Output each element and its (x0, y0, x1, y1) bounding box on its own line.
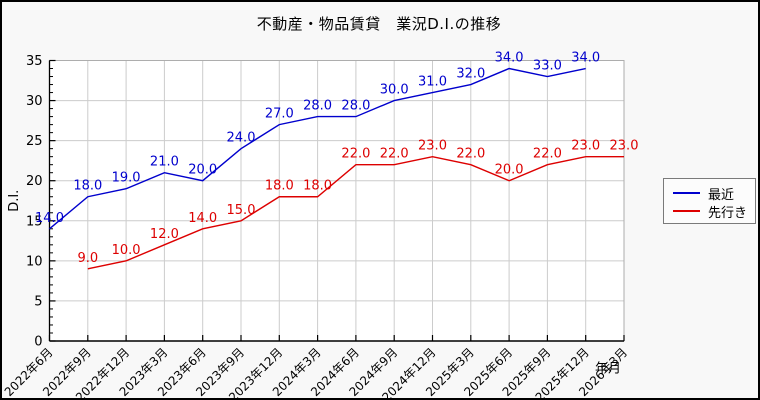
y-tick-label: 30 (26, 94, 43, 109)
data-point-label: 18.0 (265, 179, 294, 194)
data-point-label: 14.0 (188, 211, 217, 226)
plot-background (49, 60, 624, 341)
data-point-label: 22.0 (341, 147, 370, 162)
data-point-label: 32.0 (456, 67, 485, 82)
data-point-label: 18.0 (303, 179, 332, 194)
data-point-label: 23.0 (610, 139, 639, 154)
data-point-label: 23.0 (571, 139, 600, 154)
data-point-label: 20.0 (188, 163, 217, 178)
data-point-label: 20.0 (495, 163, 524, 178)
data-point-label: 28.0 (303, 99, 332, 114)
data-point-label: 34.0 (495, 51, 524, 66)
x-axis-title: 年月 (595, 362, 621, 377)
data-point-label: 27.0 (265, 107, 294, 122)
data-point-label: 21.0 (150, 155, 179, 170)
series-line-0 (49, 67, 586, 230)
data-point-label: 34.0 (571, 51, 600, 66)
data-point-label: 10.0 (112, 243, 141, 258)
y-axis-title: D.I. (7, 190, 22, 212)
legend-label-outlook: 先行き (708, 205, 748, 221)
data-point-label: 22.0 (456, 147, 485, 162)
data-point-label: 12.0 (150, 227, 179, 242)
y-tick-label: 35 (26, 54, 43, 69)
data-point-label: 18.0 (73, 179, 102, 194)
data-point-label: 31.0 (418, 75, 447, 90)
y-tick-label: 5 (34, 294, 42, 309)
data-point-label: 22.0 (533, 147, 562, 162)
data-point-label: 14.0 (35, 211, 64, 226)
chart-title: 不動産・物品賃貸 業況D.I.の推移 (256, 15, 502, 33)
data-point-label: 15.0 (227, 203, 256, 218)
data-point-label: 28.0 (341, 99, 370, 114)
legend-item-outlook: 先行き (673, 202, 755, 221)
data-point-label: 22.0 (380, 147, 409, 162)
outlook-line-swatch (673, 210, 700, 212)
legend-label-recent: 最近 (708, 187, 735, 203)
y-tick-label: 10 (26, 254, 43, 269)
data-point-label: 24.0 (227, 131, 256, 146)
data-point-label: 33.0 (533, 59, 562, 74)
legend-item-recent: 最近 (673, 184, 755, 203)
y-tick-label: 0 (34, 335, 42, 350)
y-tick-label: 25 (26, 134, 43, 149)
y-tick-label: 15 (26, 214, 43, 229)
data-point-label: 9.0 (77, 251, 98, 266)
recent-line-swatch (673, 192, 700, 194)
data-point-label: 19.0 (112, 171, 141, 186)
data-point-label: 23.0 (418, 139, 447, 154)
y-tick-label: 20 (26, 174, 43, 189)
data-point-label: 30.0 (380, 83, 409, 98)
legend-box: 最近 先行き (663, 178, 756, 224)
series-line-1 (87, 155, 624, 270)
